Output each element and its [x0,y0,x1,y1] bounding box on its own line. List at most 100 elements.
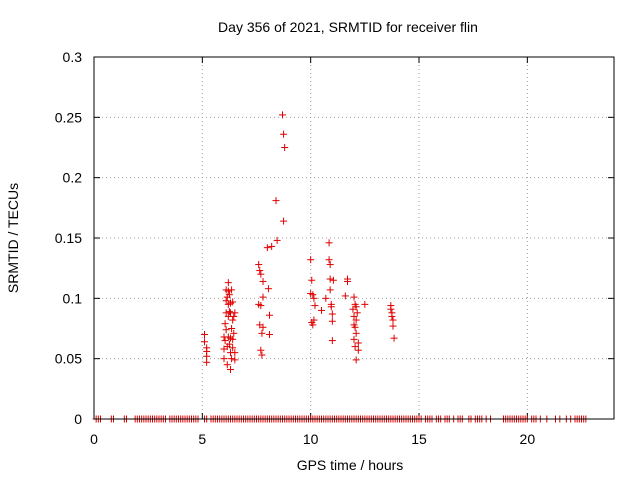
data-point [259,323,267,331]
data-point [228,325,236,332]
data-point [326,261,334,269]
data-point [326,286,334,294]
y-tick-label: 0.1 [63,290,83,306]
plot-frame [93,56,615,420]
data-point [310,294,318,302]
data-point [272,197,280,205]
data-point [328,317,336,325]
data-point [280,217,288,225]
data-point [229,344,237,352]
data-point [389,316,397,324]
data-point [309,291,317,299]
data-point [351,323,359,331]
data-point [351,343,359,351]
data-point [352,316,360,324]
data-point [231,356,239,364]
data-point [353,309,361,317]
data-point [227,366,234,374]
data-point [352,356,360,364]
y-axis-label: SRMTID / TECUs [5,183,21,293]
x-tick-label: 10 [303,431,319,447]
data-point [308,276,316,284]
chart-title: Day 356 of 2021, SRMTID for receiver fli… [218,19,478,35]
data-point [328,310,336,318]
x-tick-label: 15 [411,431,427,447]
data-point [223,361,231,369]
data-point [222,297,230,305]
data-point [224,279,232,287]
data-point [361,300,369,308]
data-point [229,316,237,324]
data-point [230,312,238,320]
data-point [225,291,233,299]
data-point [264,285,272,293]
data-point [231,349,239,357]
data-point [389,322,397,330]
data-point [326,275,334,283]
data-point [224,287,232,295]
data-point [222,326,230,334]
x-tick-label: 0 [90,431,98,447]
x-tick-label: 20 [520,431,536,447]
data-point [201,331,208,339]
data-point [256,267,264,275]
data-point [350,293,358,301]
data-point [225,308,233,316]
data-point [266,331,273,339]
data-point [280,130,288,138]
data-point [328,337,336,345]
data-point [201,338,208,346]
data-point [229,335,237,343]
data-point [257,346,265,354]
data-point [259,293,267,301]
y-tick-label: 0.3 [63,49,83,65]
data-point [231,309,239,317]
axis-ticks: 0 5 10 15 20 0 0.05 0.1 0.15 0.2 0.25 0.3 [55,49,614,447]
data-point [279,111,286,119]
y-tick-label: 0 [74,411,82,427]
data-point [350,335,358,343]
data-point [341,292,349,300]
data-point [350,312,358,320]
data-point [258,351,266,359]
data-point [225,340,233,348]
data-point [309,321,317,329]
data-point [344,277,351,285]
data-point [273,236,281,244]
data-point [230,329,238,337]
data-point [257,302,265,310]
data-point [352,329,360,337]
data-point [228,286,236,294]
y-tick-label: 0.2 [63,170,83,186]
data-point [266,311,273,319]
data-point [325,256,333,264]
data-point [255,261,263,269]
data-point [329,276,337,284]
data-point [228,355,236,363]
data-point [221,337,229,345]
data-point [259,277,267,285]
data-point [311,302,319,310]
data-point [310,316,318,324]
data-point [352,303,360,311]
y-tick-label: 0.25 [55,109,82,125]
data-point [325,239,333,247]
x-axis-label: GPS time / hours [297,457,404,473]
data-point [387,305,395,313]
data-point [257,270,265,278]
data-point [258,329,266,337]
data-point [263,244,271,252]
data-point [307,256,315,264]
data-point [203,358,211,366]
data-point [229,298,237,306]
x-tick-label: 5 [198,431,206,447]
y-tick-label: 0.15 [55,230,82,246]
data-point [268,242,276,250]
data-point [354,339,362,347]
data-point [322,294,330,302]
data-point [388,312,396,320]
data-point [281,144,289,151]
data-point [327,303,335,311]
